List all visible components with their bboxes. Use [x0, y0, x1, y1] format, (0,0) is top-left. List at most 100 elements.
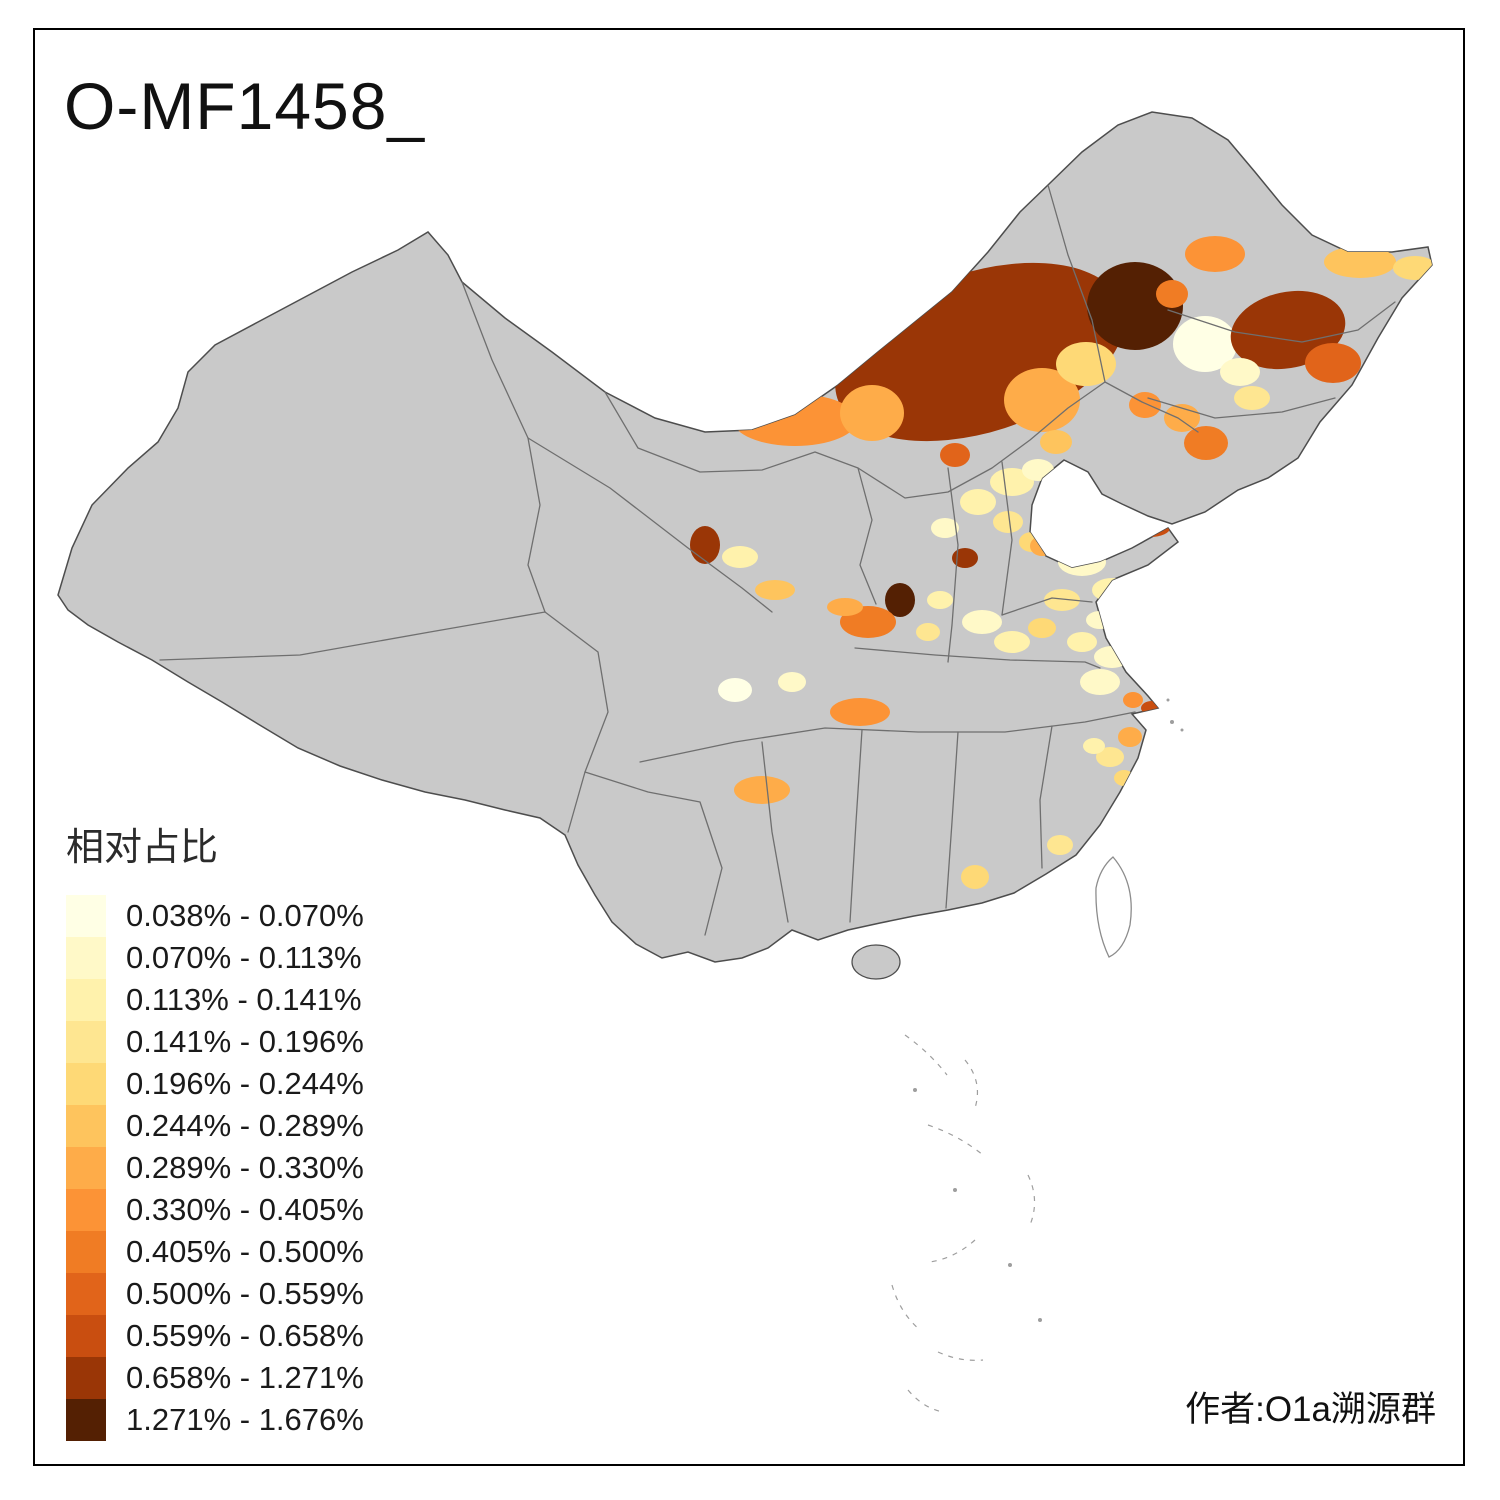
legend-label: 0.070% - 0.113% [126, 940, 362, 975]
prefecture-region [1123, 692, 1143, 708]
legend-label: 0.500% - 0.559% [126, 1276, 364, 1311]
legend-row: 0.559% - 0.658% [66, 1315, 364, 1357]
prefecture-region [931, 518, 959, 538]
prefecture-region [952, 548, 978, 568]
prefecture-region [927, 591, 953, 609]
prefecture-region [1030, 536, 1054, 556]
legend-swatch [66, 1021, 106, 1063]
prefecture-region [1393, 256, 1432, 280]
prefecture-region [1184, 426, 1228, 460]
legend-row: 0.500% - 0.559% [66, 1273, 364, 1315]
attribution: 作者:O1a溯源群 [1185, 1390, 1436, 1429]
prefecture-region [1094, 646, 1130, 668]
legend-label: 0.559% - 0.658% [126, 1318, 364, 1353]
prefecture-region [830, 698, 890, 726]
coastal-islands [1166, 698, 1184, 732]
legend-swatch [66, 979, 106, 1021]
prefecture-region [1096, 747, 1124, 767]
legend-label: 1.271% - 1.676% [126, 1402, 364, 1437]
legend-row: 0.405% - 0.500% [66, 1231, 364, 1273]
prefecture-region [885, 583, 915, 617]
legend-label: 0.113% - 0.141% [126, 982, 362, 1017]
prefecture-region [778, 672, 806, 692]
prefecture-region [1305, 343, 1361, 383]
prefecture-region [1056, 342, 1116, 386]
legend-title: 相对占比 [66, 827, 219, 869]
prefecture-region [916, 623, 940, 641]
south-china-sea-islands [891, 1034, 1042, 1413]
legend-row: 0.289% - 0.330% [66, 1147, 364, 1189]
prefecture-region [1120, 633, 1144, 651]
prefecture-region [1028, 618, 1056, 638]
legend-swatch [66, 1315, 106, 1357]
prefecture-region [1004, 368, 1080, 432]
prefecture-region [1118, 727, 1142, 747]
prefecture-region [1220, 358, 1260, 386]
prefecture-region [733, 394, 857, 446]
legend-swatch [66, 1399, 106, 1441]
legend-row: 0.244% - 0.289% [66, 1105, 364, 1147]
legend-label: 0.196% - 0.244% [126, 1066, 364, 1101]
legend-label: 0.330% - 0.405% [126, 1192, 364, 1227]
prefecture-region [1173, 316, 1237, 372]
legend-swatch [66, 895, 106, 937]
prefecture-region [1083, 738, 1105, 754]
legend-row: 0.196% - 0.244% [66, 1063, 364, 1105]
prefecture-region [1087, 262, 1183, 350]
prefecture-region [690, 526, 720, 564]
legend-label: 0.244% - 0.289% [126, 1108, 364, 1143]
prefecture-region [1092, 578, 1132, 602]
prefecture-region [1156, 280, 1188, 308]
prefecture-region [1234, 386, 1270, 410]
legend-label: 0.289% - 0.330% [126, 1150, 364, 1185]
prefecture-region [1129, 392, 1161, 418]
prefecture-region [718, 678, 752, 702]
legend-swatch [66, 1273, 106, 1315]
prefecture-region [1185, 236, 1245, 272]
legend-row: 0.658% - 1.271% [66, 1357, 364, 1399]
legend-swatch [66, 1147, 106, 1189]
legend-row: 0.141% - 0.196% [66, 1021, 364, 1063]
prefecture-patches [690, 236, 1432, 889]
hainan-shape [851, 944, 901, 980]
legend-row: 0.038% - 0.070% [66, 895, 364, 937]
prefecture-region [1067, 632, 1097, 652]
prefecture-region [1141, 701, 1163, 715]
prefecture-region [993, 511, 1023, 533]
legend-swatch [66, 1357, 106, 1399]
legend-row: 1.271% - 1.676% [66, 1399, 364, 1441]
prefecture-region [1324, 246, 1396, 278]
legend-row: 0.070% - 0.113% [66, 937, 364, 979]
prefecture-region [1040, 430, 1072, 454]
legend-row: 0.113% - 0.141% [66, 979, 364, 1021]
prefecture-region [1022, 459, 1054, 481]
prefecture-region [994, 631, 1030, 653]
legend-label: 0.141% - 0.196% [126, 1024, 364, 1059]
legend-swatch [66, 937, 106, 979]
legend: 相对占比 0.038% - 0.070% 0.070% - 0.113% 0.113… [66, 816, 364, 1441]
prefecture-region [990, 468, 1034, 496]
prefecture-region [1044, 589, 1080, 611]
legend-swatch [66, 1105, 106, 1147]
province-borders [159, 184, 1396, 936]
prefecture-region [1083, 535, 1113, 555]
plot-title: O-MF1458_ [64, 69, 426, 143]
prefecture-region [961, 865, 989, 889]
legend-swatch [66, 1063, 106, 1105]
prefecture-region [840, 385, 904, 441]
legend-label: 0.038% - 0.070% [126, 898, 364, 933]
prefecture-region [755, 580, 795, 600]
prefecture-region [734, 776, 790, 804]
prefecture-region [962, 610, 1002, 634]
prefecture-region [1047, 835, 1073, 855]
legend-label: 0.658% - 1.271% [126, 1360, 364, 1395]
prefecture-region [960, 489, 996, 515]
legend-row: 0.330% - 0.405% [66, 1189, 364, 1231]
prefecture-region [940, 443, 970, 467]
prefecture-region [722, 546, 758, 568]
legend-swatch [66, 1231, 106, 1273]
prefecture-region [827, 598, 863, 616]
taiwan-shape [1095, 856, 1132, 958]
prefecture-region [1080, 669, 1120, 695]
